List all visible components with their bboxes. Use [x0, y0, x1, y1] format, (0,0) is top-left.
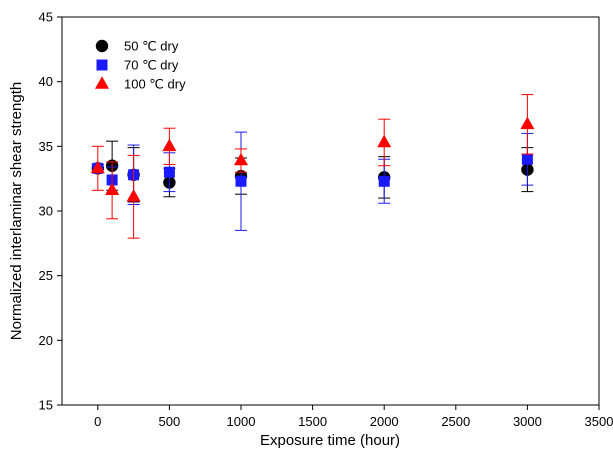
data-point-square	[378, 175, 390, 187]
data-point-square	[521, 153, 533, 165]
x-tick-label: 500	[159, 414, 181, 429]
series-triangle	[90, 94, 535, 239]
x-tick-label: 1500	[298, 414, 327, 429]
data-point-triangle	[377, 134, 392, 148]
series-square	[91, 131, 534, 231]
data-point-triangle	[520, 116, 535, 130]
x-tick-label: 3500	[585, 414, 613, 429]
y-axis-ticks: 15 20 25 30 35 40 45	[39, 10, 62, 413]
data-point-triangle	[90, 160, 105, 174]
plot-frame	[61, 16, 600, 406]
y-tick-label: 20	[39, 333, 53, 348]
legend: 50 ℃ dry 70 ℃ dry 100 ℃ dry	[95, 39, 186, 92]
x-tick-label: 2500	[441, 414, 470, 429]
data-point-triangle	[105, 182, 120, 196]
x-tick-label: 0	[94, 414, 101, 429]
x-axis-title: Exposure time (hour)	[260, 432, 400, 449]
data-point-square	[235, 175, 247, 187]
y-tick-label: 25	[39, 268, 53, 283]
y-axis-title: Normalized interlaminar shear strength	[8, 82, 25, 340]
data-point-triangle	[234, 152, 248, 166]
x-tick-label: 3000	[513, 414, 542, 429]
x-tick-label: 1000	[227, 414, 256, 429]
legend-label: 100 ℃ dry	[124, 77, 186, 92]
legend-label: 50 ℃ dry	[124, 39, 179, 54]
legend-marker-square	[96, 59, 108, 71]
y-tick-label: 15	[39, 398, 53, 413]
y-tick-label: 35	[39, 139, 53, 154]
data-point-square	[163, 166, 175, 178]
data-series-layer	[90, 94, 535, 239]
y-tick-label: 45	[39, 10, 53, 25]
data-point-triangle	[162, 138, 177, 152]
legend-marker-circle	[95, 39, 109, 53]
data-point-triangle	[126, 189, 141, 202]
legend-marker-triangle	[95, 76, 109, 89]
series-circle	[91, 140, 534, 203]
x-tick-label: 2000	[370, 414, 399, 429]
legend-label: 70 ℃ dry	[124, 58, 179, 73]
y-tick-label: 30	[39, 204, 53, 219]
y-tick-label: 40	[39, 74, 53, 89]
x-axis-ticks: 0 500 1000 1500 2000 2500 3000 3500	[94, 405, 613, 429]
